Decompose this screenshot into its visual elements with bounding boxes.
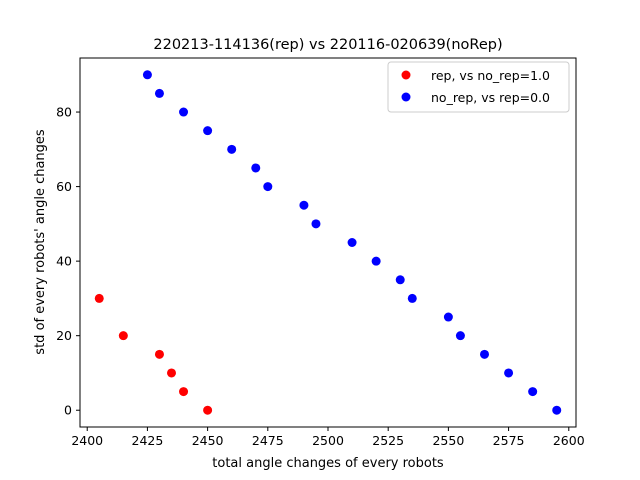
legend-marker-rep <box>401 70 411 80</box>
data-point-no-rep <box>443 312 453 322</box>
x-tick-label: 2475 <box>252 433 284 448</box>
data-point-no-rep <box>311 219 321 229</box>
data-point-no-rep <box>251 163 261 173</box>
x-tick-label: 2500 <box>312 433 344 448</box>
data-point-no-rep <box>504 368 514 378</box>
data-point-no-rep <box>179 107 189 117</box>
x-tick-label: 2600 <box>553 433 585 448</box>
legend: rep, vs no_rep=1.0 no_rep, vs rep=0.0 <box>387 61 570 113</box>
x-tick-label: 2575 <box>493 433 525 448</box>
data-point-no-rep <box>299 200 309 210</box>
y-axis-label: std of every robots' angle changes <box>33 129 48 355</box>
data-point-no-rep <box>455 331 465 341</box>
y-axis-ticks: 0 20 40 60 80 <box>56 105 80 418</box>
data-point-no-rep <box>347 238 357 247</box>
data-point-no-rep <box>552 405 562 415</box>
data-point-no-rep <box>528 387 538 397</box>
data-point-no-rep <box>407 293 417 303</box>
plot-area: 2400 2425 2450 2475 2500 2525 2550 2575 2600 0 20… <box>56 57 585 448</box>
y-tick-label: 0 <box>64 403 72 418</box>
data-point-no-rep <box>480 349 490 359</box>
data-point-no-rep <box>203 126 213 136</box>
data-point-rep <box>179 387 189 397</box>
data-point-no-rep <box>227 144 237 154</box>
x-tick-label: 2450 <box>192 433 224 448</box>
chart-title: 220213-114136(rep) vs 220116-020639(noRe… <box>153 37 502 53</box>
data-point-no-rep <box>395 275 405 285</box>
legend-label-rep: rep, vs no_rep=1.0 <box>431 68 550 83</box>
x-axis-label: total angle changes of every robots <box>212 456 444 471</box>
x-tick-label: 2525 <box>372 433 404 448</box>
legend-box <box>387 61 570 113</box>
y-tick-label: 80 <box>56 105 72 120</box>
y-tick-label: 60 <box>56 179 72 194</box>
data-point-rep <box>118 331 128 341</box>
legend-marker-no-rep <box>401 92 411 102</box>
data-points <box>94 70 562 415</box>
data-point-rep <box>166 368 176 378</box>
x-tick-label: 2400 <box>71 433 103 448</box>
data-point-rep <box>203 405 213 415</box>
x-tick-label: 2550 <box>432 433 464 448</box>
y-tick-label: 40 <box>56 254 72 269</box>
data-point-no-rep <box>371 256 381 266</box>
data-point-rep <box>94 293 104 303</box>
x-tick-label: 2425 <box>132 433 164 448</box>
data-point-rep <box>154 349 164 359</box>
data-point-no-rep <box>263 182 273 192</box>
legend-label-no-rep: no_rep, vs rep=0.0 <box>431 90 550 105</box>
data-point-no-rep <box>142 70 152 80</box>
y-tick-label: 20 <box>56 328 72 343</box>
data-point-no-rep <box>154 88 164 98</box>
x-axis-ticks: 2400 2425 2450 2475 2500 2525 2550 2575 2600 <box>71 427 585 448</box>
